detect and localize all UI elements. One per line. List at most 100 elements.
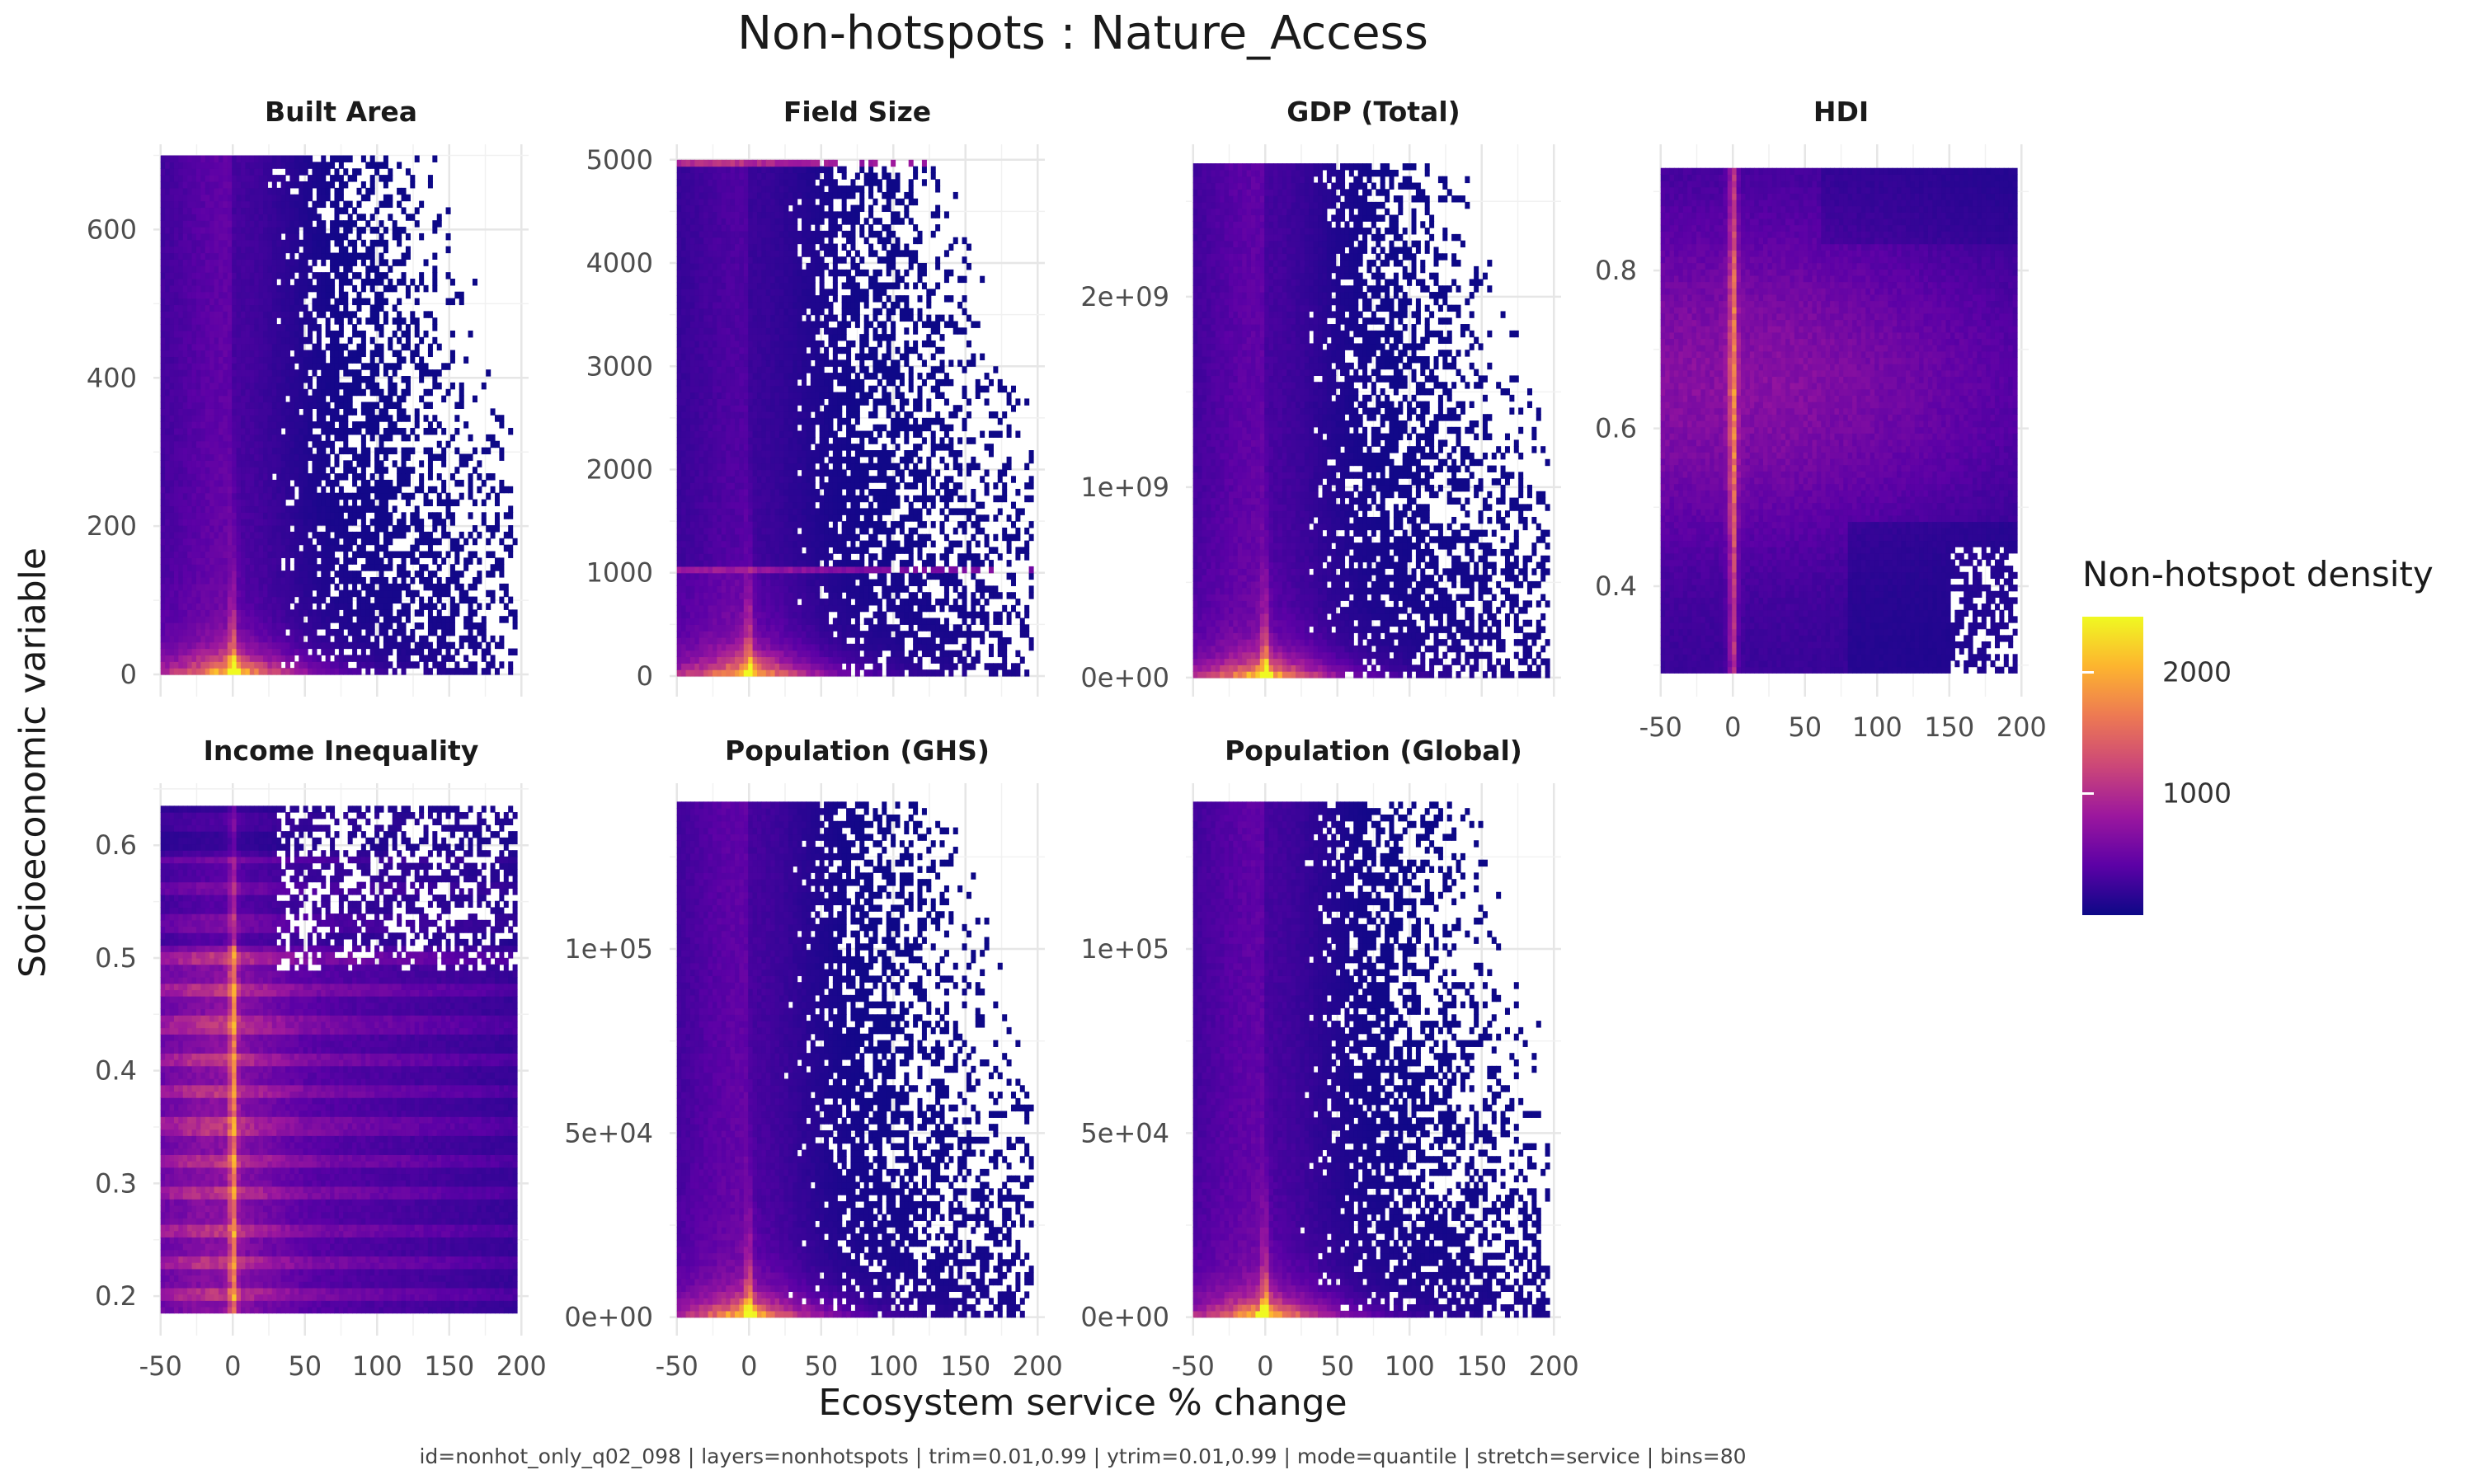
density-bin — [379, 512, 384, 519]
density-bin — [303, 447, 308, 455]
density-bin — [449, 576, 455, 585]
density-bin — [271, 382, 277, 390]
density-bin — [285, 155, 291, 162]
density-bin — [352, 356, 358, 364]
density-bin — [294, 525, 299, 533]
density-bin — [245, 655, 251, 662]
density-bin — [165, 200, 171, 209]
density-bin — [365, 628, 371, 636]
density-bin — [236, 155, 242, 162]
density-bin — [343, 343, 349, 351]
density-bin — [694, 263, 700, 270]
density-bin — [685, 456, 691, 464]
density-bin — [227, 596, 233, 604]
density-bin — [494, 440, 500, 448]
density-bin — [401, 492, 407, 500]
density-bin — [347, 252, 353, 260]
density-bin — [241, 440, 247, 448]
density-bin — [178, 440, 184, 448]
density-bin — [436, 369, 442, 377]
density-bin — [245, 544, 251, 552]
density-bin — [419, 576, 425, 585]
density-bin — [330, 388, 336, 397]
density-bin — [276, 641, 282, 650]
density-bin — [445, 363, 451, 370]
density-bin — [232, 447, 238, 455]
density-bin — [316, 214, 322, 221]
density-bin — [241, 557, 247, 565]
density-bin — [227, 661, 233, 669]
density-bin — [423, 551, 429, 558]
density-bin — [276, 227, 282, 234]
density-bin — [241, 486, 247, 494]
density-bin — [383, 311, 388, 318]
density-bin — [280, 194, 286, 202]
density-bin — [454, 609, 460, 617]
density-bin — [294, 415, 299, 422]
density-bin — [200, 544, 206, 552]
density-bin — [392, 447, 397, 455]
density-bin — [325, 440, 331, 448]
density-bin — [232, 628, 238, 636]
density-bin — [356, 168, 362, 176]
density-bin — [195, 544, 201, 552]
density-bin — [236, 609, 242, 617]
density-bin — [383, 434, 388, 442]
density-bin — [325, 538, 331, 546]
density-bin — [432, 453, 438, 461]
density-bin — [388, 531, 393, 539]
density-bin — [236, 168, 242, 176]
density-bin — [285, 531, 291, 539]
density-bin — [218, 388, 223, 397]
density-bin — [681, 327, 687, 335]
density-bin — [352, 239, 358, 247]
density-bin — [708, 275, 713, 284]
density-bin — [379, 304, 384, 312]
density-bin — [486, 648, 492, 656]
density-bin — [383, 317, 388, 325]
density-bin — [195, 609, 201, 617]
density-bin — [209, 603, 215, 610]
density-bin — [236, 317, 242, 325]
density-bin — [169, 162, 175, 169]
density-bin — [182, 324, 188, 331]
density-bin — [209, 175, 215, 182]
density-bin — [459, 589, 464, 598]
density-bin — [195, 603, 201, 610]
density-bin — [405, 246, 411, 254]
density-bin — [178, 589, 184, 598]
density-bin — [236, 641, 242, 650]
density-bin — [263, 519, 269, 526]
density-bin — [303, 336, 308, 345]
density-bin — [316, 505, 322, 513]
density-bin — [360, 576, 366, 585]
density-bin — [209, 609, 215, 617]
density-bin — [218, 603, 223, 610]
density-bin — [685, 230, 691, 238]
density-bin — [182, 531, 188, 539]
density-bin — [182, 460, 188, 467]
density-bin — [223, 369, 228, 377]
density-bin — [325, 388, 331, 397]
density-bin — [338, 505, 344, 513]
density-bin — [218, 252, 223, 260]
density-bin — [388, 415, 393, 422]
density-bin — [258, 635, 264, 643]
density-bin — [360, 512, 366, 519]
density-bin — [289, 616, 295, 623]
density-bin — [689, 392, 695, 399]
density-bin — [214, 343, 219, 351]
density-bin — [289, 467, 295, 474]
density-bin — [427, 616, 433, 623]
density-bin — [312, 479, 317, 487]
density-bin — [267, 628, 273, 636]
density-bin — [267, 447, 273, 455]
density-bin — [267, 336, 273, 345]
density-bin — [271, 583, 277, 591]
density-bin — [254, 460, 260, 467]
density-bin — [401, 661, 407, 669]
density-bin — [173, 356, 179, 364]
density-bin — [205, 628, 210, 636]
density-bin — [232, 388, 238, 397]
density-bin — [285, 519, 291, 526]
